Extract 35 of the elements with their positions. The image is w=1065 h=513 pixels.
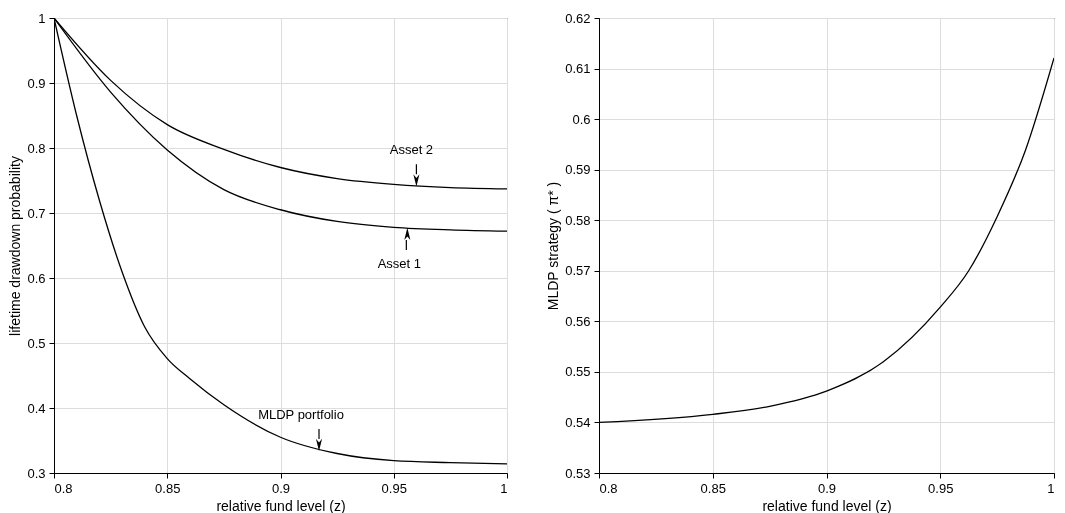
y-tick-label: 0.3 bbox=[27, 465, 46, 481]
y-tick-label: 0.59 bbox=[565, 162, 591, 178]
y-tick-label: 0.7 bbox=[27, 205, 46, 221]
x-tick-label: 0.85 bbox=[155, 480, 181, 496]
x-tick-label: 0.8 bbox=[599, 480, 618, 496]
y-axis-title: MLDP strategy ( π* ) bbox=[545, 181, 562, 311]
y-tick-label: 0.5 bbox=[27, 335, 46, 351]
x-tick-label: 0.9 bbox=[817, 480, 837, 496]
x-tick-label: 0.85 bbox=[700, 480, 726, 496]
x-axis-title: relative fund level (z) bbox=[216, 497, 346, 513]
y-tick-label: 1 bbox=[38, 10, 46, 26]
y-tick-label: 0.61 bbox=[565, 61, 591, 77]
x-axis-title: relative fund level (z) bbox=[762, 497, 892, 513]
x-tick-label: 0.95 bbox=[928, 480, 954, 496]
y-axis-title: lifetime drawdown probability bbox=[7, 156, 24, 336]
x-tick-label: 1 bbox=[500, 480, 508, 496]
y-tick-label: 0.53 bbox=[565, 465, 591, 481]
y-tick-label: 0.8 bbox=[27, 140, 46, 156]
y-tick-label: 0.57 bbox=[565, 263, 591, 279]
annotation: MLDP portfolio bbox=[258, 406, 344, 422]
y-tick-label: 0.56 bbox=[565, 313, 591, 329]
y-tick-label: 0.6 bbox=[27, 270, 46, 286]
y-tick-label: 0.62 bbox=[565, 10, 591, 26]
x-tick-label: 0.9 bbox=[271, 480, 291, 496]
x-tick-label: 1 bbox=[1047, 480, 1055, 496]
y-tick-label: 0.4 bbox=[27, 400, 46, 416]
x-tick-label: 0.8 bbox=[54, 480, 73, 496]
y-tick-label: 0.9 bbox=[27, 75, 46, 91]
x-tick-label: 0.95 bbox=[381, 480, 407, 496]
y-tick-label: 0.6 bbox=[572, 111, 591, 127]
y-tick-label: 0.54 bbox=[565, 414, 591, 430]
annotation: Asset 2 bbox=[389, 142, 434, 158]
y-tick-label: 0.55 bbox=[565, 364, 591, 380]
y-tick-label: 0.58 bbox=[565, 212, 591, 228]
annotation: Asset 1 bbox=[377, 255, 422, 271]
